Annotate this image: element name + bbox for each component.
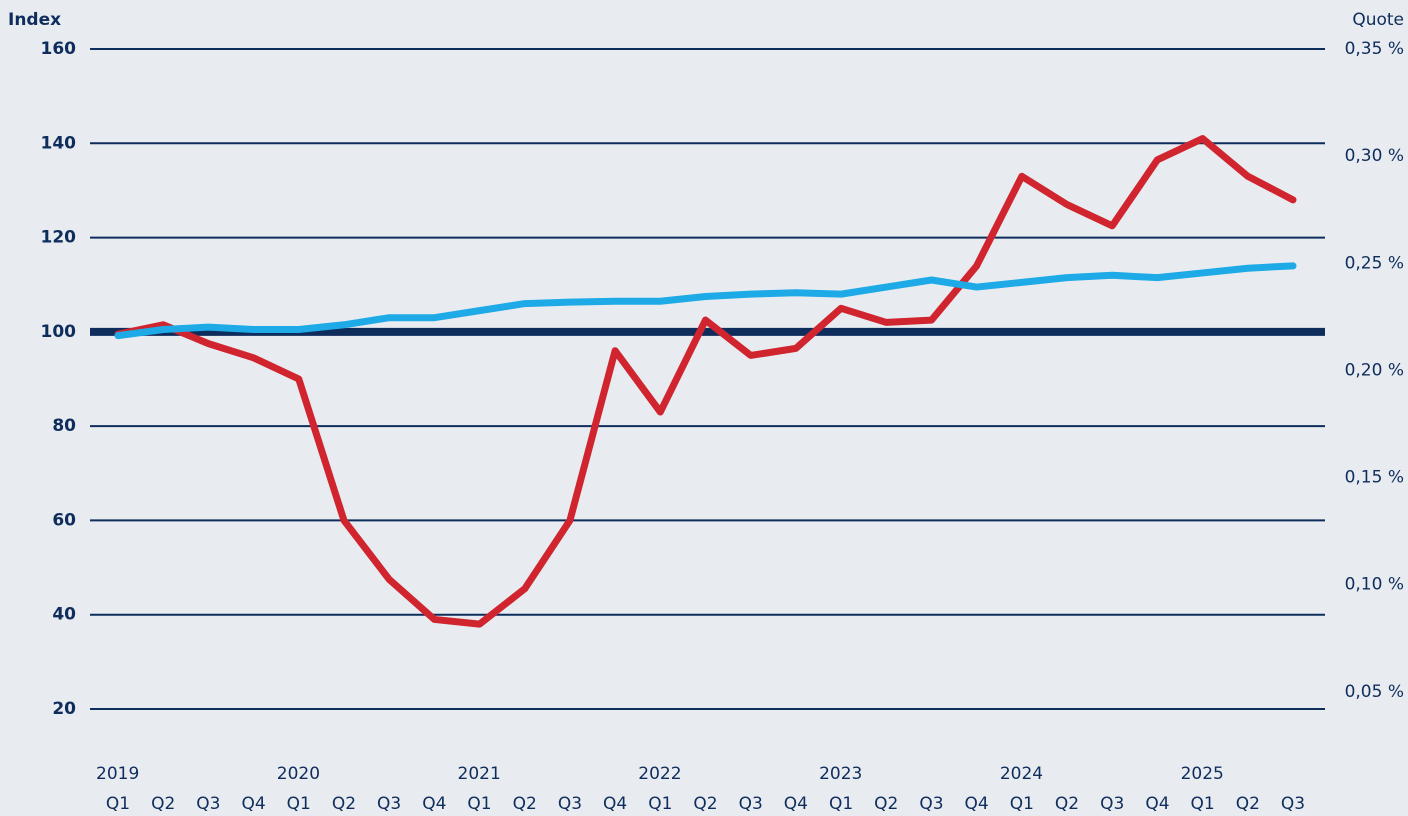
x-group-label: 2024: [1000, 764, 1043, 784]
y-axis-title: Index: [8, 10, 61, 30]
x-tick-label: Q2: [693, 794, 717, 814]
x-tick-label: Q2: [1236, 794, 1260, 814]
y-tick-label: 20: [52, 699, 76, 719]
x-tick-label: Q1: [467, 794, 491, 814]
x-tick-label: Q3: [919, 794, 943, 814]
y-tick-label: 60: [52, 510, 76, 530]
x-group-label: 2022: [638, 764, 681, 784]
x-tick-label: Q3: [377, 794, 401, 814]
x-tick-label: Q4: [241, 794, 265, 814]
x-tick-label: Q4: [965, 794, 989, 814]
y2-tick-label: 0,25 %: [1345, 253, 1404, 273]
x-tick-label: Q2: [513, 794, 537, 814]
x-tick-label: Q4: [1145, 794, 1169, 814]
x-tick-label: Q1: [648, 794, 672, 814]
y2-tick-label: 0,35 %: [1345, 39, 1404, 59]
y2-tick-label: 0,15 %: [1345, 468, 1404, 488]
y-tick-label: 100: [41, 322, 77, 342]
x-tick-label: Q1: [829, 794, 853, 814]
x-tick-label: Q3: [739, 794, 763, 814]
x-tick-label: Q1: [287, 794, 311, 814]
y-tick-label: 140: [41, 133, 77, 153]
x-group-label: 2025: [1181, 764, 1224, 784]
x-tick-label: Q1: [1010, 794, 1034, 814]
y-tick-label: 40: [52, 605, 76, 625]
x-tick-label: Q3: [1281, 794, 1305, 814]
x-tick-label: Q1: [106, 794, 130, 814]
x-group-label: 2019: [96, 764, 139, 784]
y2-tick-label: 0,05 %: [1345, 682, 1404, 702]
x-group-label: 2021: [458, 764, 501, 784]
y-tick-label: 80: [52, 416, 76, 436]
series-line: [114, 135, 1297, 628]
x-tick-label: Q4: [422, 794, 446, 814]
x-tick-label: Q1: [1191, 794, 1215, 814]
x-tick-label: Q2: [874, 794, 898, 814]
series-line: [114, 262, 1297, 340]
x-tick-label: Q4: [784, 794, 808, 814]
x-tick-label: Q3: [558, 794, 582, 814]
x-tick-label: Q2: [332, 794, 356, 814]
x-tick-label: Q2: [151, 794, 175, 814]
y2-tick-label: 0,30 %: [1345, 146, 1404, 166]
x-tick-label: Q3: [1100, 794, 1124, 814]
x-group-label: 2023: [819, 764, 862, 784]
x-tick-label: Q2: [1055, 794, 1079, 814]
x-tick-label: Q4: [603, 794, 627, 814]
x-tick-label: Q3: [196, 794, 220, 814]
y2-axis-title: Quote: [1352, 10, 1404, 30]
x-group-label: 2020: [277, 764, 320, 784]
y2-tick-label: 0,10 %: [1345, 575, 1404, 595]
y-tick-label: 120: [41, 228, 77, 248]
y-tick-label: 160: [41, 39, 77, 59]
y2-tick-label: 0,20 %: [1345, 360, 1404, 380]
